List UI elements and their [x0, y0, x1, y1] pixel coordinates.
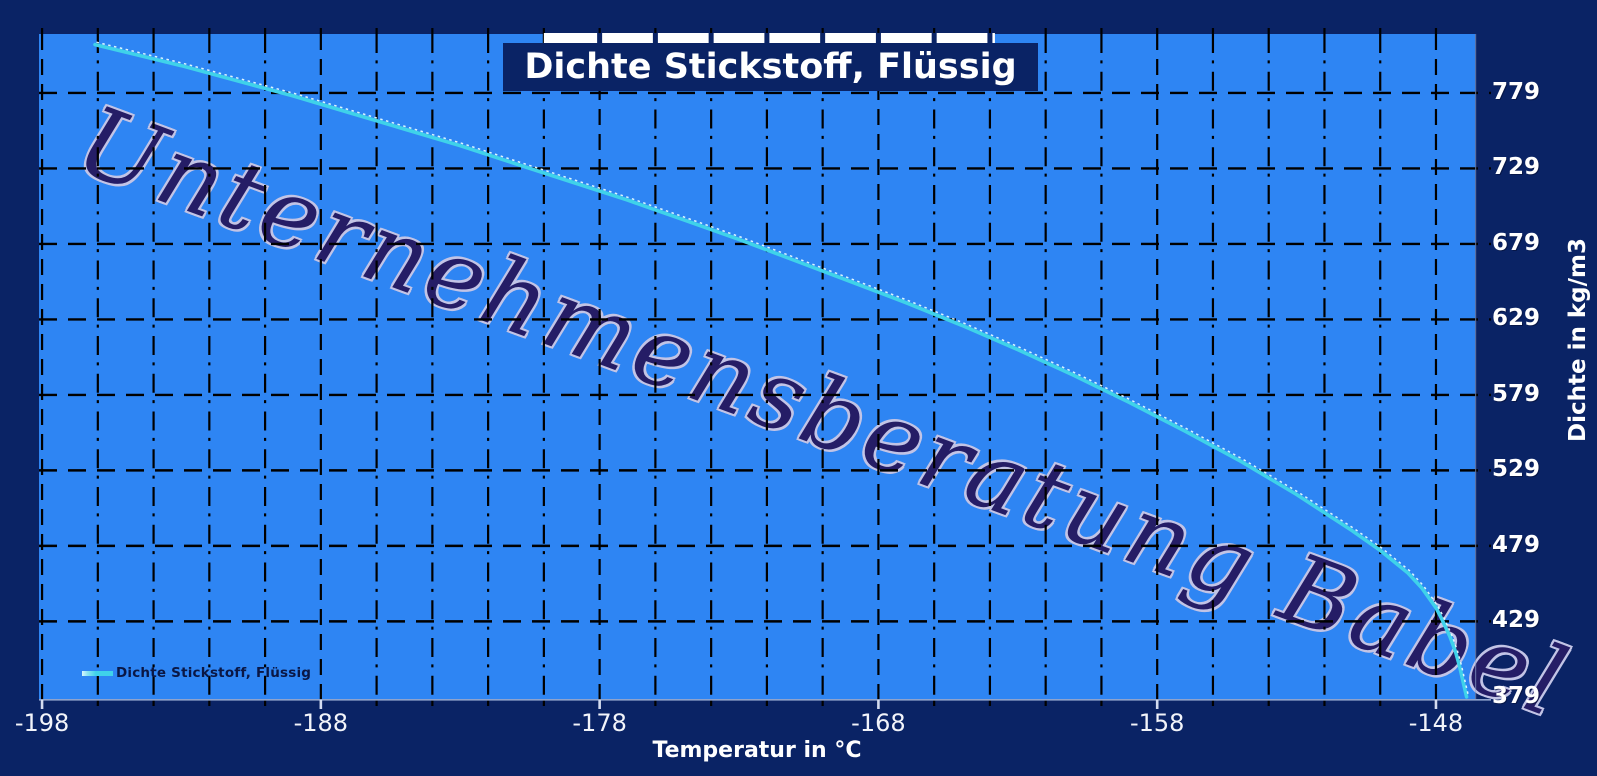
y-tick-label: 629 — [1492, 305, 1541, 332]
y-tick-label: 529 — [1492, 456, 1541, 483]
y-tick-label: 729 — [1492, 154, 1541, 181]
chart-title: Dichte Stickstoff, Flüssig — [524, 47, 1017, 87]
plot-area — [39, 34, 1475, 699]
y-tick-label: 679 — [1492, 229, 1541, 256]
legend-line-swatch — [82, 670, 113, 676]
x-tick-label: -188 — [293, 709, 349, 737]
x-tick-label: -158 — [1129, 709, 1185, 737]
x-tick-label: -148 — [1408, 709, 1464, 737]
y-tick-label: 429 — [1492, 607, 1541, 634]
x-tick-label: -178 — [572, 709, 627, 737]
chart-title-box: Dichte Stickstoff, Flüssig — [503, 43, 1038, 91]
legend: Dichte Stickstoff, Flüssig — [82, 662, 311, 684]
legend-label: Dichte Stickstoff, Flüssig — [116, 665, 312, 681]
y-tick-label: 579 — [1492, 380, 1541, 407]
y-tick-label: 379 — [1492, 682, 1541, 709]
y-tick-label: 479 — [1492, 531, 1541, 558]
y-axis-title: Dichte in kg/m3 — [1565, 238, 1591, 442]
x-tick-label: -168 — [851, 709, 906, 737]
x-axis-title: Temperatur in °C — [652, 738, 862, 763]
x-tick-label: -198 — [14, 709, 70, 737]
y-tick-label: 779 — [1492, 78, 1541, 105]
